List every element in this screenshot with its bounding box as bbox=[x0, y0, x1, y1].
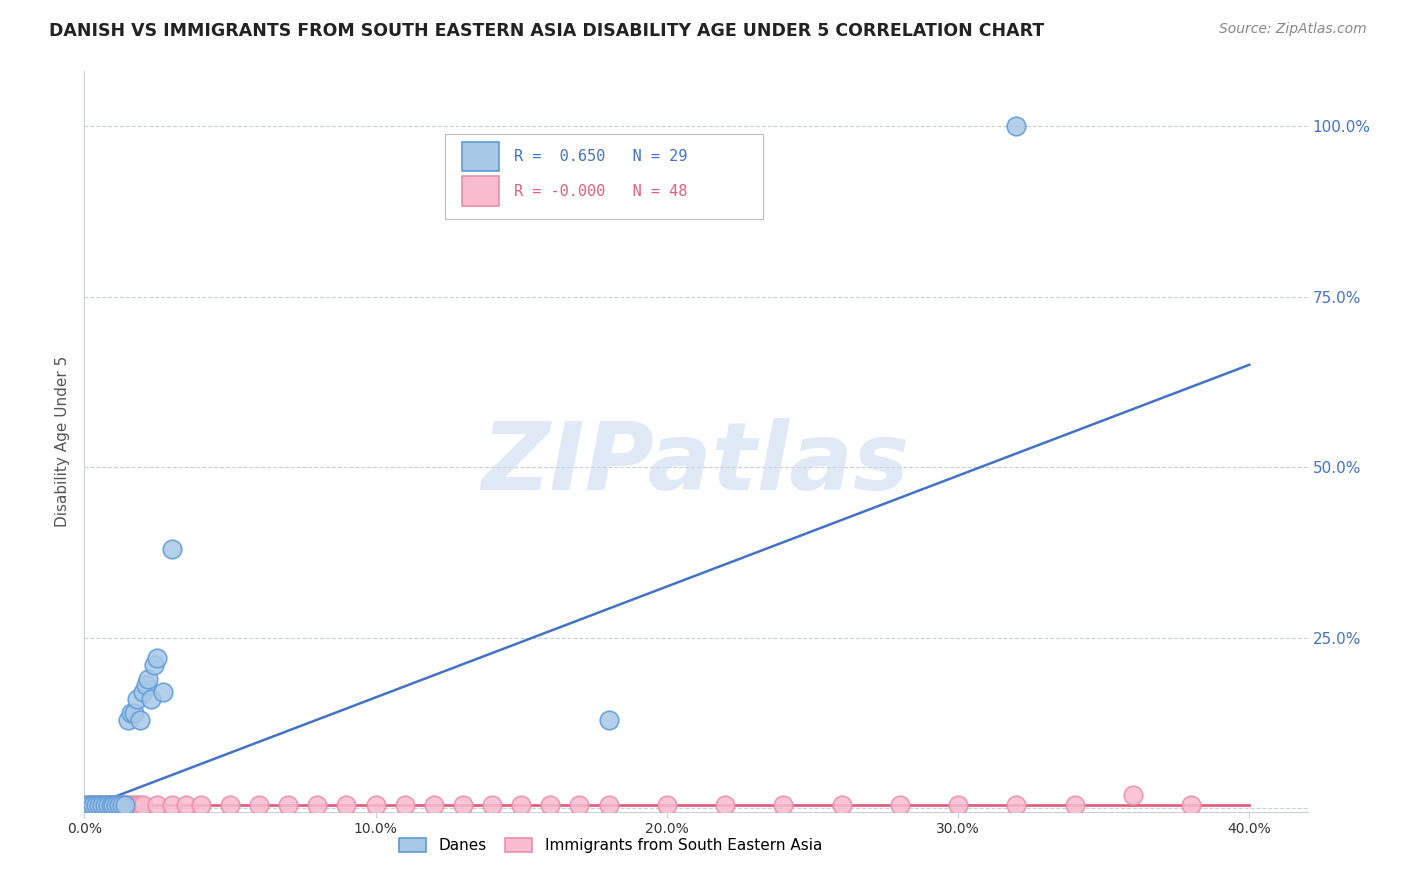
Point bbox=[76, 797, 98, 812]
FancyBboxPatch shape bbox=[446, 135, 763, 219]
Point bbox=[174, 797, 197, 812]
Point bbox=[423, 797, 446, 812]
Point bbox=[1122, 788, 1144, 802]
Point bbox=[394, 797, 416, 812]
Point bbox=[307, 797, 329, 812]
Point bbox=[103, 797, 125, 812]
Point bbox=[538, 797, 561, 812]
Text: DANISH VS IMMIGRANTS FROM SOUTH EASTERN ASIA DISABILITY AGE UNDER 5 CORRELATION : DANISH VS IMMIGRANTS FROM SOUTH EASTERN … bbox=[49, 22, 1045, 40]
Point bbox=[219, 797, 242, 812]
Point bbox=[146, 651, 169, 665]
Point bbox=[247, 797, 270, 812]
Point bbox=[111, 797, 134, 812]
Point bbox=[90, 797, 112, 812]
Point bbox=[128, 797, 150, 812]
Point bbox=[160, 797, 183, 812]
Point bbox=[128, 713, 150, 727]
Point bbox=[84, 797, 107, 812]
Point bbox=[143, 658, 166, 673]
Point bbox=[97, 797, 120, 812]
Point bbox=[120, 706, 142, 720]
Point bbox=[889, 797, 911, 812]
Point bbox=[122, 797, 145, 812]
Point bbox=[108, 797, 131, 812]
Point bbox=[90, 797, 112, 812]
Point bbox=[1005, 797, 1028, 812]
Point bbox=[1180, 797, 1202, 812]
FancyBboxPatch shape bbox=[463, 177, 499, 206]
Point bbox=[135, 678, 157, 692]
Point bbox=[1005, 119, 1028, 133]
Point bbox=[97, 797, 120, 812]
Point bbox=[451, 797, 474, 812]
Point bbox=[1063, 797, 1085, 812]
Point bbox=[831, 797, 853, 812]
Point bbox=[131, 797, 153, 812]
Point bbox=[946, 797, 969, 812]
Point bbox=[655, 797, 678, 812]
Y-axis label: Disability Age Under 5: Disability Age Under 5 bbox=[55, 356, 70, 527]
Point bbox=[277, 797, 299, 812]
Point bbox=[598, 797, 620, 812]
Point bbox=[131, 685, 153, 699]
Point bbox=[141, 692, 163, 706]
Text: ZIPatlas: ZIPatlas bbox=[482, 417, 910, 509]
Point bbox=[714, 797, 737, 812]
Point bbox=[111, 797, 134, 812]
Point bbox=[117, 713, 139, 727]
Point bbox=[152, 685, 174, 699]
Point bbox=[120, 797, 142, 812]
Point bbox=[114, 797, 136, 812]
Point bbox=[364, 797, 387, 812]
Point bbox=[103, 797, 125, 812]
Point bbox=[160, 541, 183, 556]
Point bbox=[93, 797, 115, 812]
Point bbox=[125, 692, 148, 706]
Point bbox=[510, 797, 533, 812]
Point bbox=[87, 797, 110, 812]
Text: R =  0.650   N = 29: R = 0.650 N = 29 bbox=[513, 149, 688, 164]
Point bbox=[105, 797, 128, 812]
Point bbox=[76, 797, 98, 812]
Point bbox=[105, 797, 128, 812]
Point bbox=[598, 713, 620, 727]
Point bbox=[82, 797, 104, 812]
Point bbox=[82, 797, 104, 812]
Point bbox=[125, 797, 148, 812]
Point bbox=[146, 797, 169, 812]
Point bbox=[138, 672, 160, 686]
Point bbox=[79, 797, 101, 812]
Point bbox=[84, 797, 107, 812]
Point bbox=[122, 706, 145, 720]
FancyBboxPatch shape bbox=[463, 142, 499, 171]
Point bbox=[117, 797, 139, 812]
Legend: Danes, Immigrants from South Eastern Asia: Danes, Immigrants from South Eastern Asi… bbox=[392, 832, 828, 860]
Point bbox=[772, 797, 794, 812]
Text: R = -0.000   N = 48: R = -0.000 N = 48 bbox=[513, 184, 688, 199]
Text: Source: ZipAtlas.com: Source: ZipAtlas.com bbox=[1219, 22, 1367, 37]
Point bbox=[481, 797, 503, 812]
Point bbox=[93, 797, 115, 812]
Point bbox=[79, 797, 101, 812]
Point bbox=[335, 797, 357, 812]
Point bbox=[100, 797, 122, 812]
Point bbox=[114, 797, 136, 812]
Point bbox=[568, 797, 591, 812]
Point bbox=[87, 797, 110, 812]
Point bbox=[100, 797, 122, 812]
Point bbox=[190, 797, 212, 812]
Point bbox=[108, 797, 131, 812]
